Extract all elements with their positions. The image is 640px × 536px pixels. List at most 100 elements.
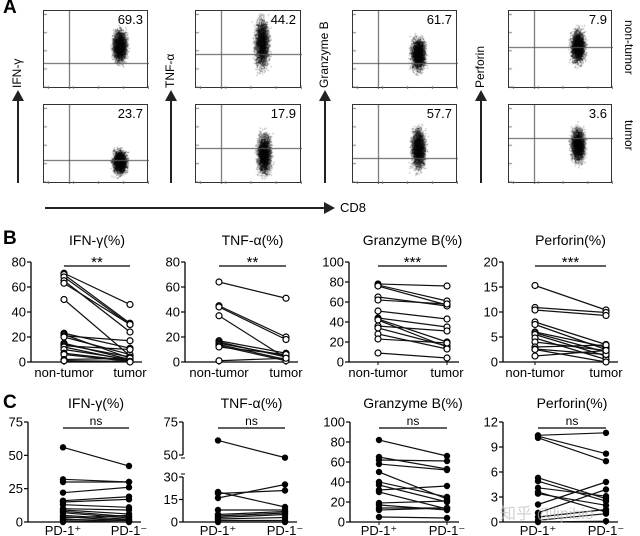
pair-line — [537, 487, 607, 497]
pair-line — [63, 345, 131, 351]
data-point — [443, 497, 451, 505]
pair-line — [534, 333, 607, 357]
data-point — [125, 516, 133, 523]
chart-c-2: Granzyme B(%) 0 20 40 60 80 100 PD-1⁺ PD-1⁻ ns — [323, 395, 465, 536]
data-point — [59, 518, 67, 526]
pair-line — [62, 496, 130, 502]
pair-line — [537, 513, 607, 521]
y-tick-label: 100 — [322, 255, 344, 270]
pair-line — [217, 513, 286, 519]
data-point — [282, 354, 290, 362]
pair-line — [63, 272, 131, 306]
pair-line — [217, 483, 286, 499]
significance-label: ** — [91, 254, 103, 271]
y-tick-label: 40 — [330, 315, 344, 330]
pair-line — [62, 498, 130, 503]
pair-line — [63, 333, 131, 359]
data-point — [126, 320, 134, 329]
y-tick-label: 12 — [484, 415, 498, 430]
quadrant-percentage: 7.9 — [588, 12, 607, 27]
x-tick-label: PD-1⁻ — [267, 523, 303, 536]
x-tick-label: PD-1⁺ — [200, 523, 236, 536]
pair-line — [378, 485, 448, 491]
pair-line — [62, 520, 130, 523]
y-axis-arrow — [12, 90, 24, 183]
data-point — [443, 354, 451, 362]
data-point — [214, 518, 222, 526]
pair-line — [63, 353, 131, 362]
x-tick-label: non-tumor — [34, 365, 94, 380]
significance-label: *** — [562, 254, 580, 271]
pair-line — [378, 516, 448, 519]
data-point — [375, 513, 383, 521]
data-point — [443, 345, 451, 353]
y-tick-label: 0 — [491, 515, 498, 530]
significance-label: ns — [245, 414, 258, 428]
pair-line — [62, 508, 130, 511]
pair-line — [377, 325, 448, 332]
data-point — [281, 481, 289, 488]
data-point — [59, 444, 67, 451]
data-point — [443, 504, 451, 512]
y-tick-label: 6 — [491, 465, 498, 480]
data-point — [126, 328, 134, 336]
flow-dots — [196, 105, 302, 184]
data-point — [374, 324, 382, 332]
pair-line — [377, 318, 448, 343]
data-point — [602, 486, 610, 493]
y-tick-label: 0 — [171, 515, 178, 530]
y-tick-label: 50 — [164, 448, 178, 463]
data-point — [125, 478, 133, 486]
x-tick-label: PD-1⁻ — [588, 523, 624, 536]
pair-line — [534, 344, 607, 348]
y-tick-label: 0 — [19, 355, 26, 370]
flow-dots — [44, 11, 149, 89]
non-tumor-flow-plot: 61.7 — [352, 10, 458, 89]
pair-line — [537, 508, 607, 518]
y-axis-arrow — [475, 90, 487, 183]
data-point — [215, 343, 223, 351]
data-point — [282, 335, 290, 344]
pair-line — [63, 282, 131, 326]
y-tick-label: 80 — [12, 255, 26, 270]
pair-line — [63, 274, 131, 324]
pair-line — [537, 488, 607, 514]
y-tick-label: 5 — [491, 330, 498, 345]
y-tick-label: 15 — [164, 492, 178, 507]
data-point — [375, 436, 383, 444]
pair-line — [377, 352, 448, 359]
data-point — [126, 337, 134, 345]
quadrant-percentage: 23.7 — [117, 106, 143, 121]
chart-b-2: Granzyme B(%) 0 20 40 60 80 100 non-tumor tumor *… — [322, 232, 464, 380]
y-tick-label: 0 — [491, 355, 498, 370]
y-tick-label: 9 — [491, 440, 498, 455]
pair-line — [63, 335, 131, 342]
data-point — [443, 482, 451, 490]
data-point — [375, 460, 383, 468]
data-point — [534, 518, 542, 526]
y-tick-label: 60 — [330, 295, 344, 310]
y-axis-arrow — [165, 90, 177, 183]
panel-label-b: B — [3, 228, 17, 249]
data-point — [602, 492, 610, 500]
data-point — [59, 478, 67, 486]
data-point — [602, 478, 610, 486]
data-point — [214, 437, 222, 444]
data-point — [125, 484, 133, 491]
pair-line — [62, 518, 130, 523]
data-point — [374, 316, 382, 324]
y-tick-label: 10 — [484, 305, 498, 320]
y-tick-label: 80 — [330, 275, 344, 290]
pair-line — [534, 309, 607, 317]
y-tick-label: 100 — [323, 415, 345, 430]
chart-title: Granzyme B(%) — [363, 232, 463, 248]
pair-line — [62, 514, 130, 519]
pair-line — [63, 352, 131, 362]
pair-line — [537, 437, 607, 462]
x-tick-label: PD-1⁻ — [111, 523, 147, 536]
pair-line — [62, 514, 130, 520]
quadrant-percentage: 44.2 — [270, 12, 296, 27]
pair-line — [534, 349, 607, 357]
tumor-flow-plot: 57.7 — [352, 104, 458, 184]
